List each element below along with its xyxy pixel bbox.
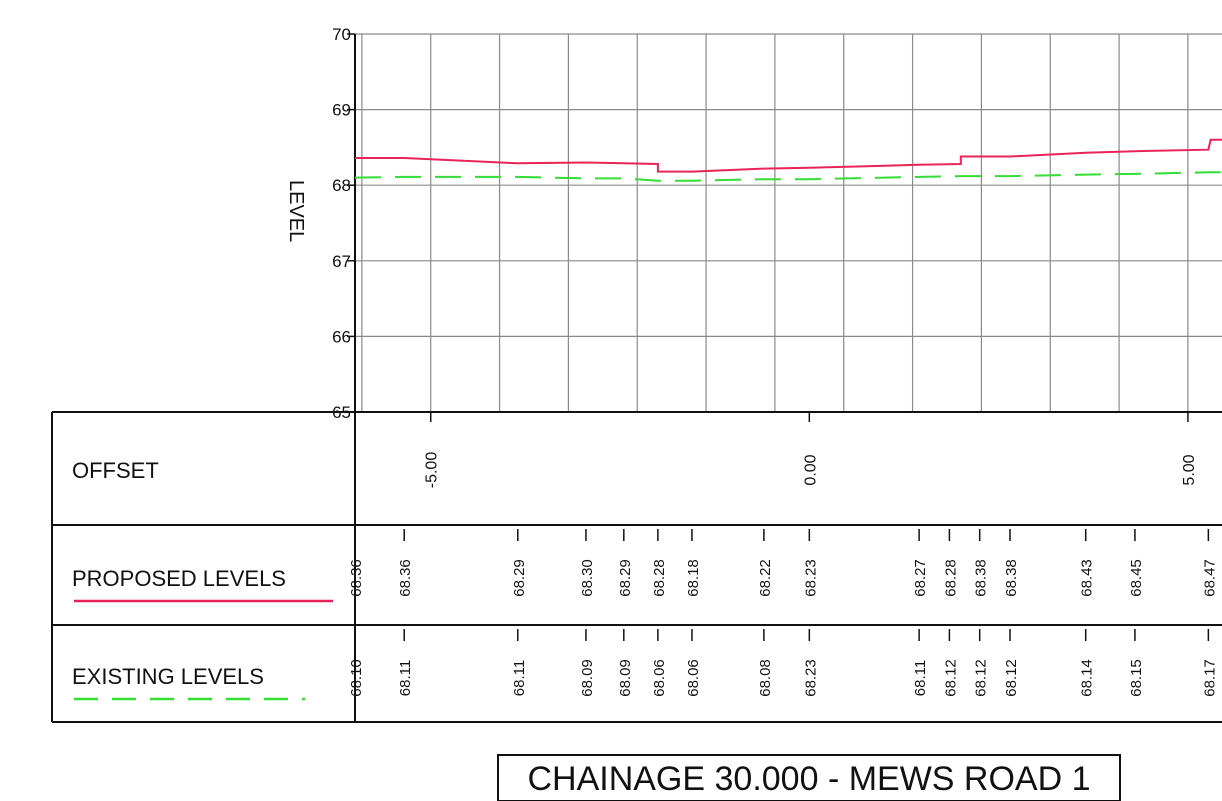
existing-row-label: EXISTING LEVELS bbox=[72, 664, 264, 689]
proposed-level-value: 68.29 bbox=[511, 559, 528, 597]
proposed-level-value: 68.38 bbox=[973, 559, 990, 597]
proposed-level-value: 68.29 bbox=[617, 559, 634, 597]
existing-level-value: 68.12 bbox=[973, 659, 990, 697]
existing-level-value: 68.11 bbox=[912, 660, 929, 696]
y-tick-label: 69 bbox=[332, 101, 351, 120]
existing-level-value: 68.06 bbox=[651, 659, 668, 697]
existing-level-value: 68.10 bbox=[348, 659, 365, 697]
existing-level-value: 68.23 bbox=[802, 659, 819, 697]
existing-level-value: 68.08 bbox=[757, 659, 774, 697]
offset-tick-label: 5.00 bbox=[1181, 454, 1198, 485]
offset-row-label: OFFSET bbox=[72, 458, 159, 483]
proposed-levels-line bbox=[355, 138, 1222, 173]
existing-level-value: 68.09 bbox=[617, 659, 634, 697]
existing-level-value: 68.09 bbox=[579, 659, 596, 697]
title-box bbox=[497, 754, 1121, 801]
proposed-row-label: PROPOSED LEVELS bbox=[72, 566, 286, 591]
proposed-level-value: 68.23 bbox=[802, 559, 819, 597]
y-tick-label: 70 bbox=[332, 25, 351, 44]
series-lines bbox=[354, 138, 1222, 182]
proposed-level-value: 68.47 bbox=[1201, 559, 1218, 597]
chart-title: CHAINAGE 30.000 - MEWS ROAD 1 bbox=[527, 760, 1090, 798]
proposed-level-value: 68.43 bbox=[1079, 559, 1096, 597]
existing-level-value: 68.12 bbox=[942, 659, 959, 697]
proposed-level-value: 68.18 bbox=[685, 559, 702, 597]
existing-level-value: 68.17 bbox=[1201, 659, 1218, 697]
proposed-level-value: 68.30 bbox=[579, 559, 596, 597]
y-tick-label: 68 bbox=[332, 176, 351, 195]
y-tick-label: 67 bbox=[332, 252, 351, 271]
proposed-level-value: 68.45 bbox=[1128, 559, 1145, 597]
existing-level-value: 68.06 bbox=[685, 659, 702, 697]
y-tick-label: 66 bbox=[332, 327, 351, 346]
proposed-level-value: 68.22 bbox=[757, 559, 774, 597]
data-table: OFFSET PROPOSED LEVELS EXISTING LEVELS -5.0… bbox=[51, 411, 1222, 723]
existing-level-value: 68.14 bbox=[1079, 659, 1096, 697]
existing-level-value: 68.15 bbox=[1128, 659, 1145, 697]
grid bbox=[355, 33, 1222, 413]
existing-level-value: 68.11 bbox=[511, 660, 528, 696]
y-axis-label: LEVEL bbox=[285, 180, 307, 242]
existing-levels-line bbox=[354, 171, 1222, 182]
proposed-level-value: 68.27 bbox=[912, 559, 929, 597]
proposed-level-value: 68.36 bbox=[348, 559, 365, 597]
proposed-level-value: 68.28 bbox=[651, 559, 668, 597]
offset-tick-label: -5.00 bbox=[424, 452, 441, 489]
existing-level-value: 68.11 bbox=[397, 660, 414, 696]
proposed-level-value: 68.36 bbox=[397, 559, 414, 597]
offset-tick-label: 0.00 bbox=[802, 454, 819, 485]
proposed-level-value: 68.28 bbox=[942, 559, 959, 597]
existing-level-value: 68.12 bbox=[1003, 659, 1020, 697]
proposed-level-value: 68.38 bbox=[1003, 559, 1020, 597]
